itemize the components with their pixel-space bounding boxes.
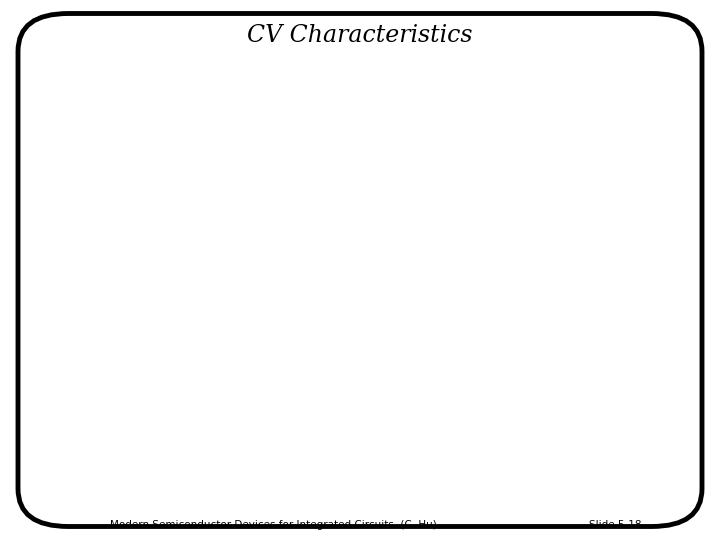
Text: Slide 5-18: Slide 5-18 [590, 520, 642, 530]
Text: accumulation: accumulation [112, 322, 192, 335]
Text: Modern Semiconductor Devices for Integrated Circuits  (C. Hu): Modern Semiconductor Devices for Integra… [110, 520, 437, 530]
Text: $C_{ox}$: $C_{ox}$ [305, 116, 328, 132]
Text: depletion: depletion [353, 322, 408, 335]
Text: $V_t$: $V_t$ [467, 310, 483, 327]
Text: In the depletion regime:: In the depletion regime: [55, 357, 256, 375]
Text: $\dfrac{1}{C} = \dfrac{1}{C_{ox}} + \dfrac{1}{C_{dep}}$: $\dfrac{1}{C} = \dfrac{1}{C_{ox}} + \dfr… [309, 354, 438, 396]
FancyBboxPatch shape [18, 14, 702, 526]
Text: $\dfrac{1}{C} = \sqrt{\dfrac{1}{C_{ox}^2} + \dfrac{2(V_g - V_{fb})}{qN_a\varepsi: $\dfrac{1}{C} = \sqrt{\dfrac{1}{C_{ox}^2… [282, 429, 491, 487]
Text: $V_g$: $V_g$ [669, 284, 689, 307]
Text: $V_{fb}$: $V_{fb}$ [242, 310, 263, 327]
Text: inversion: inversion [549, 322, 603, 335]
Text: $C$: $C$ [359, 72, 372, 89]
Text: CV Characteristics: CV Characteristics [247, 24, 473, 46]
